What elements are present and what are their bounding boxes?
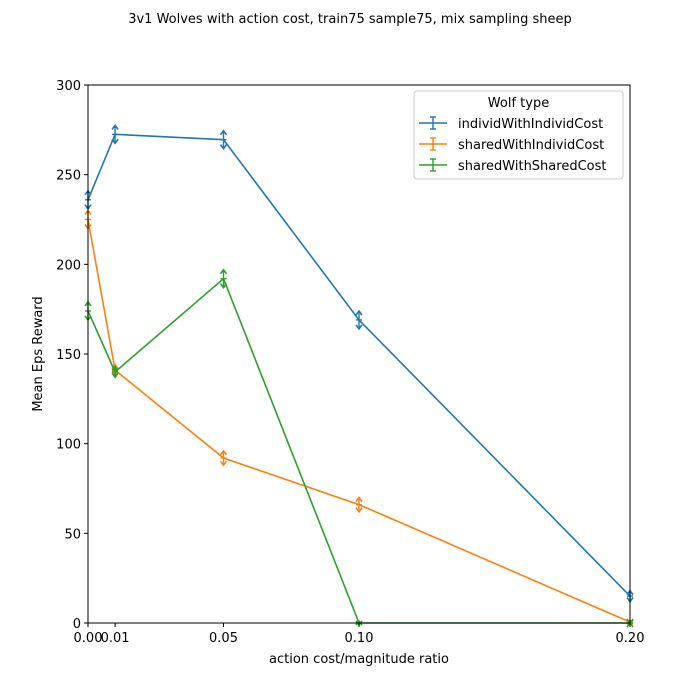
y-tick-label: 200	[56, 258, 81, 273]
error-bar-cap-bottom	[219, 460, 228, 467]
series-sharedWithIndividCost	[84, 209, 634, 626]
y-tick-label: 0	[73, 617, 81, 632]
error-bar	[219, 129, 228, 150]
error-bar-cap-top	[355, 496, 363, 502]
error-bar-cap-bottom	[111, 138, 119, 145]
legend-item: sharedWithSharedCost	[419, 158, 606, 174]
error-bar-cap-bottom	[355, 507, 363, 514]
error-bar	[355, 309, 363, 331]
series-layer	[84, 124, 634, 628]
error-bar-cap-top	[219, 268, 228, 275]
series-line-sharedWithSharedCost	[87, 277, 630, 624]
y-tick-label: 150	[56, 348, 81, 363]
x-axis-label: action cost/magnitude ratio	[269, 652, 449, 667]
error-bar-cap-top	[219, 129, 228, 136]
legend-item: individWithIndividCost	[419, 116, 603, 132]
y-tick-label: 50	[64, 527, 81, 542]
legend-box	[413, 90, 624, 180]
error-bar	[355, 496, 363, 514]
x-tick-label: 0.00	[74, 631, 103, 646]
error-bar-cap-top	[355, 619, 363, 626]
y-tick-label: 250	[56, 169, 81, 184]
legend-title: Wolf type	[488, 96, 549, 111]
error-bar-cap-top	[219, 449, 228, 456]
chart-title: 3v1 Wolves with action cost, train75 sam…	[128, 12, 572, 27]
error-bar-cap-top	[111, 124, 119, 130]
error-bar	[111, 365, 119, 379]
legend-item: sharedWithIndividCost	[419, 137, 604, 153]
x-tick-label: 0.10	[345, 631, 374, 646]
x-tick-label: 0.05	[209, 631, 238, 646]
series-line-individWithIndividCost	[87, 133, 631, 597]
x-tick-label: 0.01	[101, 631, 130, 646]
error-bar-cap-bottom	[219, 283, 228, 289]
error-bar	[219, 449, 228, 467]
error-bar	[219, 268, 228, 289]
legend-label: sharedWithSharedCost	[458, 159, 606, 174]
legend-label: sharedWithIndividCost	[458, 138, 604, 153]
y-axis-label: Mean Eps Reward	[31, 296, 46, 411]
error-bar-cap-bottom	[355, 324, 363, 331]
legend: Wolf type individWithIndividCost sharedWit…	[413, 90, 624, 180]
error-bar-cap-bottom	[219, 144, 228, 150]
legend-label: individWithIndividCost	[458, 117, 603, 132]
series-individWithIndividCost	[84, 124, 634, 603]
y-tick-label: 300	[56, 79, 81, 94]
x-tick-label: 0.20	[616, 631, 645, 646]
series-line-sharedWithIndividCost	[87, 219, 631, 623]
error-bar-cap-top	[355, 309, 363, 316]
error-bar	[111, 124, 119, 145]
axes-layer: 0 50 100 150 200 250 300 0.000.01 0.05 0.10 0.20 ac…	[31, 79, 644, 667]
y-tick-label: 100	[56, 438, 81, 453]
error-bar-cap-top	[111, 365, 119, 372]
error-bar-cap-bottom	[111, 372, 119, 379]
